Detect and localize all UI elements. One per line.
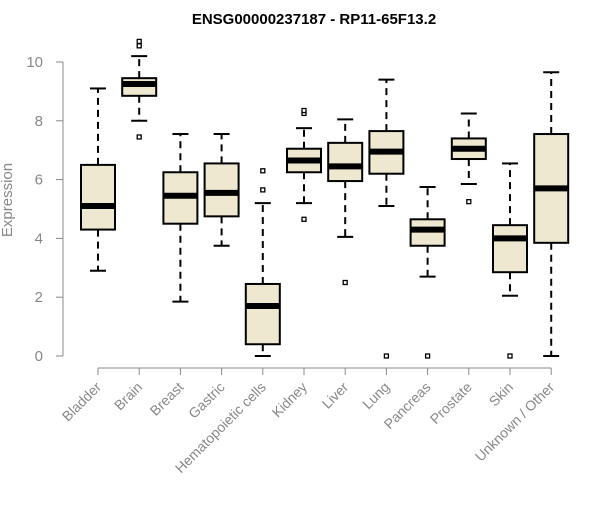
outlier-point <box>136 134 142 140</box>
y-tick-label: 4 <box>35 230 43 247</box>
box-body <box>492 224 528 274</box>
box-group <box>286 107 322 222</box>
outlier-point <box>260 187 266 193</box>
x-tick-label: Lung <box>359 379 392 412</box>
y-tick-label: 2 <box>35 289 43 306</box>
outlier-point <box>507 353 513 359</box>
box-group <box>492 162 528 359</box>
box-group <box>80 87 116 272</box>
box-group <box>327 118 364 286</box>
outlier-point <box>301 216 307 222</box>
y-tick-label: 10 <box>26 54 43 71</box>
box-group <box>450 112 487 205</box>
box-group <box>409 185 446 359</box>
axes: 0 2 4 6 8 10 <box>26 54 552 375</box>
x-tick-label: Prostate <box>427 379 475 427</box>
y-tick-label: 6 <box>35 172 43 189</box>
outlier-point <box>466 198 472 205</box>
outlier-point <box>424 353 431 359</box>
outlier-point <box>136 43 142 49</box>
y-axis-label: Expression <box>0 163 16 237</box>
outlier-point <box>301 107 307 114</box>
x-tick-label: Skin <box>486 379 517 410</box>
box-group <box>368 78 405 359</box>
outlier-point <box>383 353 390 359</box>
outlier-point <box>342 279 348 286</box>
y-tick-label: 8 <box>35 113 43 130</box>
chart-title: ENSG00000237187 - RP11-65F13.2 <box>192 11 436 28</box>
box-body <box>80 163 116 231</box>
boxes <box>80 38 570 359</box>
x-tick-label: Brain <box>111 379 145 413</box>
box-group <box>162 133 199 303</box>
x-tick-label: Breast <box>147 379 187 419</box>
box-body <box>327 141 364 183</box>
outlier-point <box>260 168 266 174</box>
x-tick-label: Kidney <box>269 379 311 421</box>
x-tick-label: Liver <box>319 379 352 412</box>
box-group <box>203 133 240 247</box>
x-tick-label: Bladder <box>59 379 105 425</box>
outlier-point <box>136 38 142 45</box>
box-body <box>244 282 281 346</box>
y-tick-label: 0 <box>35 348 43 365</box>
box-group <box>121 38 158 140</box>
box-group <box>244 168 281 357</box>
box-group <box>533 71 570 357</box>
